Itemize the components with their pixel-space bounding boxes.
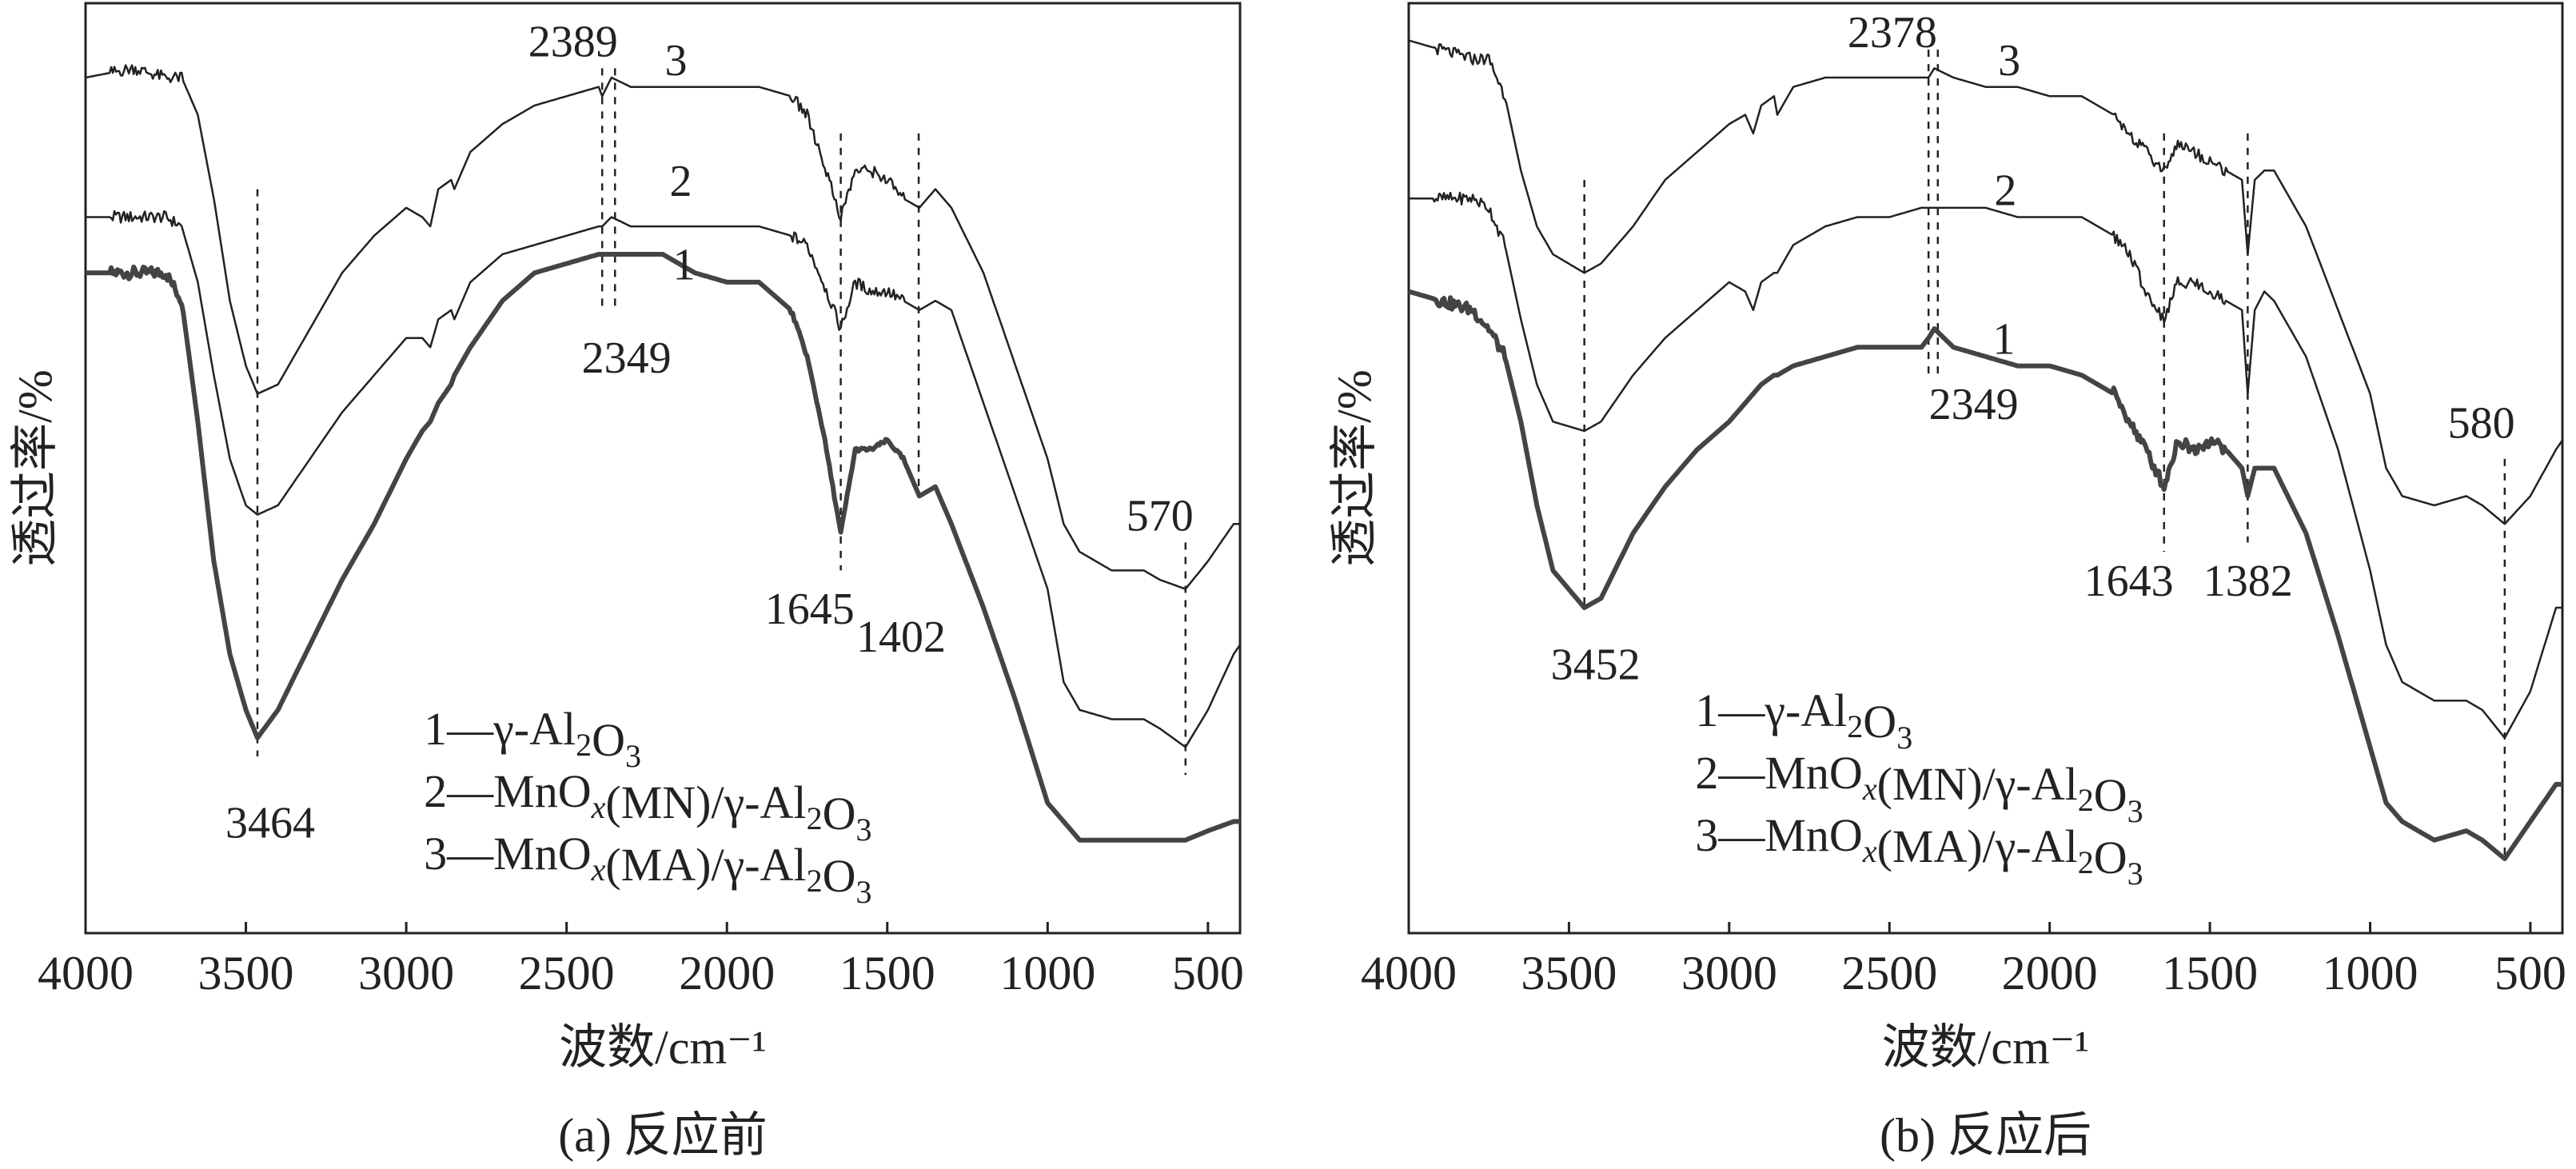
- panel-b: 4000 3500 3000 2500 2000 1500 1000 500 波数/cm⁻¹ 透过…: [1328, 2, 2566, 1162]
- legend-subscript: 2: [576, 727, 592, 763]
- legend-subscript: 3: [2127, 793, 2143, 829]
- legend-entry: 1—γ-Al2O3: [1695, 684, 1912, 756]
- peak-label: 3452: [1551, 640, 1641, 690]
- peak-label: 1643: [2084, 557, 2174, 606]
- legend-entry: 2—MnOx(MN)/γ-Al2O3: [1695, 747, 2143, 829]
- peak-label: 3464: [225, 798, 315, 848]
- spectrum-line-1: [85, 252, 1241, 843]
- legend-entry: 2—MnOx(MN)/γ-Al2O3: [424, 765, 871, 848]
- x-tick-label: 500: [2494, 947, 2566, 999]
- legend-text: O: [2094, 769, 2127, 821]
- legend-subscript: x: [591, 852, 606, 888]
- legend-subscript: 2: [1847, 708, 1863, 744]
- spectrum-line-2: [86, 209, 1242, 748]
- plot-frame: [1407, 2, 2564, 935]
- legend-subscript: x: [1862, 833, 1877, 869]
- series-label: 2: [1994, 166, 2016, 216]
- legend-subscript: 2: [807, 800, 823, 836]
- peak-label: 580: [2448, 398, 2515, 448]
- legend-subscript: 3: [2127, 856, 2143, 892]
- x-axis-title: 波数/cm⁻¹: [1882, 1021, 2090, 1074]
- plot-frame: [84, 2, 1242, 935]
- y-axis-title: 透过率/%: [1328, 369, 1381, 567]
- peak-label: 2389: [528, 18, 618, 67]
- x-tick-label: 4000: [38, 947, 134, 999]
- series-label: 3: [664, 36, 687, 86]
- legend: 1—γ-Al2O32—MnOx(MN)/γ-Al2O33—MnOx(MA)/γ-…: [424, 703, 871, 910]
- legend-text: O: [823, 788, 856, 840]
- legend-subscript: 2: [807, 863, 823, 899]
- x-tick-label: 2000: [2002, 947, 2098, 999]
- spectrum-line-2: [1409, 191, 2562, 740]
- legend-subscript: 3: [625, 738, 641, 774]
- legend-text: 2—MnO: [1695, 747, 1862, 799]
- x-tick-label: 4000: [1361, 947, 1457, 999]
- x-tick-label: 500: [1172, 947, 1244, 999]
- legend-entry: 3—MnOx(MA)/γ-Al2O3: [424, 828, 871, 910]
- x-tick-label: 2000: [679, 947, 775, 999]
- legend-text: 3—MnO: [1695, 809, 1862, 861]
- x-tick-label: 3000: [1681, 947, 1777, 999]
- peak-label: 570: [1127, 492, 1194, 541]
- peak-label: 2378: [1848, 8, 1937, 58]
- x-tick-label: 3500: [1521, 947, 1617, 999]
- legend-text: 1—γ-Al: [1695, 684, 1847, 736]
- spectrum-line-3: [1408, 39, 2564, 525]
- legend-text: (MN)/γ-Al: [605, 776, 806, 828]
- legend-subscript: 3: [855, 812, 871, 848]
- series-label: 1: [672, 241, 695, 290]
- legend-text: 3—MnO: [424, 828, 591, 880]
- x-tick-label: 3000: [358, 947, 454, 999]
- x-tick-label: 1000: [2323, 947, 2418, 999]
- legend-text: (MA)/γ-Al: [605, 839, 806, 891]
- x-axis-title: 波数/cm⁻¹: [559, 1021, 767, 1074]
- legend: 1—γ-Al2O32—MnOx(MN)/γ-Al2O33—MnOx(MA)/γ-…: [1695, 684, 2143, 892]
- panel-a: 4000 3500 3000 2500 2000 1500 1000 500 波数/cm⁻¹ 透过…: [9, 2, 1244, 1162]
- legend-text: O: [2094, 832, 2127, 884]
- legend-text: O: [592, 714, 625, 766]
- series-label: 2: [669, 157, 692, 206]
- peak-label: 2349: [1929, 380, 2019, 429]
- x-tick-label: 2500: [519, 947, 615, 999]
- panel-caption: (b) 反应后: [1880, 1109, 2092, 1162]
- legend-subscript: 2: [2078, 844, 2094, 880]
- legend-subscript: 2: [2078, 782, 2094, 818]
- legend-text: (MN)/γ-Al: [1877, 758, 2078, 810]
- peak-label: 2349: [582, 333, 672, 383]
- panel-caption: (a) 反应前: [558, 1109, 768, 1162]
- legend-subscript: x: [1862, 771, 1877, 807]
- legend-text: O: [1863, 696, 1896, 748]
- peak-label: 1645: [765, 584, 855, 634]
- peak-label: 1402: [856, 612, 946, 662]
- y-axis-title: 透过率/%: [9, 369, 62, 567]
- legend-text: (MA)/γ-Al: [1877, 820, 2078, 872]
- series-label: 3: [1998, 36, 2020, 86]
- legend-text: O: [823, 850, 856, 902]
- legend-subscript: 3: [855, 874, 871, 910]
- spectrum-line-3: [85, 64, 1240, 590]
- legend-text: 1—γ-Al: [424, 703, 576, 755]
- legend-subscript: 3: [1896, 720, 1912, 756]
- x-tick-label: 3500: [198, 947, 294, 999]
- series-label: 1: [1992, 315, 2015, 365]
- peak-label: 1382: [2203, 557, 2293, 606]
- legend-text: 2—MnO: [424, 765, 591, 817]
- spectrum-line-1: [1408, 289, 2563, 861]
- x-tick-label: 1500: [839, 947, 935, 999]
- x-tick-label: 2500: [1841, 947, 1937, 999]
- legend-subscript: x: [591, 789, 606, 825]
- x-tick-label: 1500: [2162, 947, 2258, 999]
- x-tick-label: 1000: [999, 947, 1095, 999]
- legend-entry: 3—MnOx(MA)/γ-Al2O3: [1695, 809, 2143, 892]
- legend-entry: 1—γ-Al2O3: [424, 703, 641, 774]
